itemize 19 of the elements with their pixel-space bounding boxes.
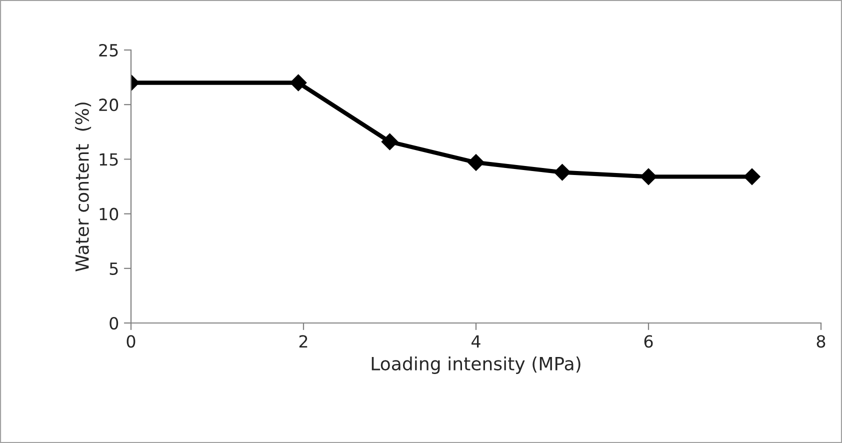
y-tick-label: 20 xyxy=(99,98,118,112)
x-tick-label: 2 xyxy=(299,335,308,348)
y-tick-label: 25 xyxy=(99,44,118,57)
y-tick-label: 0 xyxy=(110,316,118,330)
point xyxy=(640,168,657,186)
x-tick-label: 6 xyxy=(644,335,653,348)
x-tick-label: 8 xyxy=(816,335,826,348)
y-tick-label: 10 xyxy=(100,208,118,220)
point xyxy=(290,74,307,92)
x-axis-title: Loading intensity (MPa) xyxy=(372,356,580,374)
point xyxy=(744,168,760,186)
y-tick-label: 15 xyxy=(100,153,118,166)
point xyxy=(381,133,398,150)
point xyxy=(468,154,484,171)
x-tick-label: 4 xyxy=(472,335,480,348)
x-tick-label: 0 xyxy=(126,335,136,348)
y-tick-label: 5 xyxy=(110,262,118,275)
point xyxy=(554,164,571,181)
y-axis-title: Water content (%) xyxy=(74,102,92,272)
